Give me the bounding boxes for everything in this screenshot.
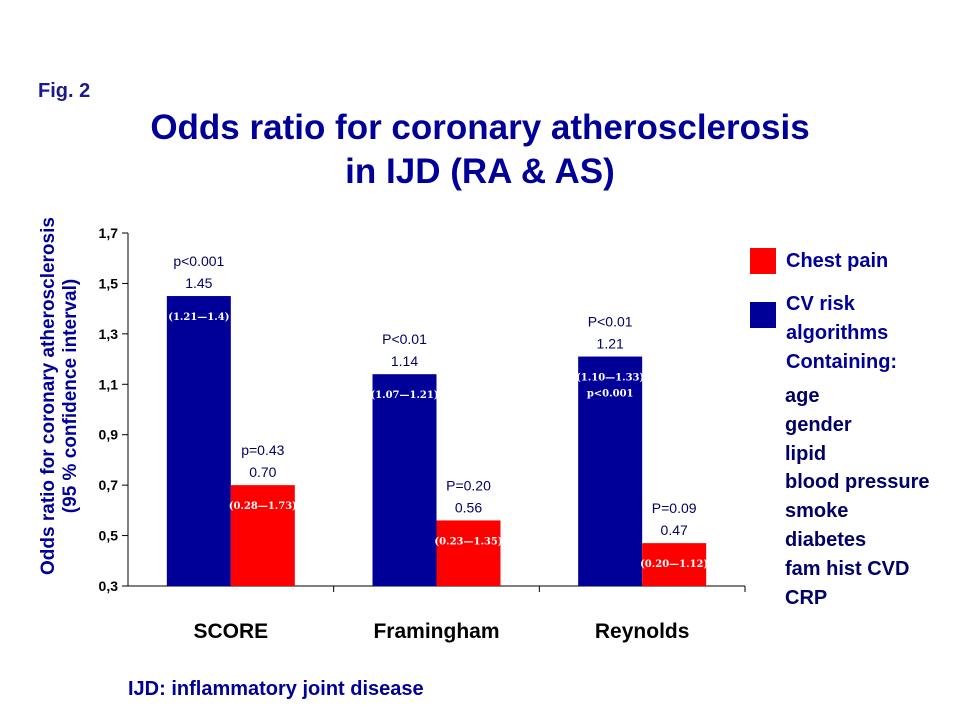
risk-factor-item: fam hist CVD xyxy=(785,558,910,580)
bar-ci-label: (1.21—1.4) xyxy=(168,312,229,323)
x-category-label: SCORE xyxy=(193,620,268,643)
risk-factor-item: blood pressure xyxy=(785,471,930,493)
risk-factor-item: gender xyxy=(785,414,852,436)
y-tick-label: 1,3 xyxy=(99,326,119,342)
bar-value-label: 0.56 xyxy=(455,499,482,515)
bar-ci-label: (0.20—1.12) xyxy=(640,559,708,570)
figure-label: Fig. 2 xyxy=(38,80,91,102)
bar-value-label: 0.47 xyxy=(661,522,688,538)
x-category-label: Framingham xyxy=(373,620,499,643)
bar xyxy=(436,520,501,586)
bar-p-value-label: p=0.43 xyxy=(241,442,284,458)
risk-factor-item: CRP xyxy=(785,587,828,609)
bar-value-label: 1.14 xyxy=(391,353,418,369)
chart-title-line-1: Odds ratio for coronary atherosclerosis xyxy=(150,108,810,147)
bar xyxy=(578,356,643,586)
y-tick-label: 0,3 xyxy=(99,578,119,594)
footnote: IJD: inflammatory joint disease xyxy=(128,678,424,700)
bar-ci-label: (0.28—1.73) xyxy=(229,501,297,512)
bar xyxy=(642,543,707,586)
legend-cv-line-2: algorithms xyxy=(786,322,889,344)
risk-factor-item: smoke xyxy=(785,500,849,522)
risk-factor-item: lipid xyxy=(785,443,827,465)
y-tick-label: 0,9 xyxy=(99,427,119,443)
risk-factor-item: age xyxy=(785,385,820,407)
legend-cv-line-3: Containing: xyxy=(786,351,898,373)
y-tick-label: 1,1 xyxy=(99,376,119,392)
legend-label-chest-pain: Chest pain xyxy=(786,250,889,272)
bar-ci-label: (1.10—1.33) xyxy=(576,373,644,384)
y-tick-label: 0,5 xyxy=(99,528,119,544)
y-tick-label: 0,7 xyxy=(99,477,119,493)
legend-label-cv-risk: CV risk algorithms Containing: xyxy=(786,290,897,377)
bar xyxy=(166,296,231,586)
bar-p-value-label: P=0.20 xyxy=(446,477,491,493)
bar-p-value-label: p<0.001 xyxy=(173,253,224,269)
bar-extra-label: p<0.001 xyxy=(587,389,634,400)
legend-swatch-cv-risk xyxy=(750,302,776,328)
bar-value-label: 0.70 xyxy=(249,464,276,480)
y-tick-label: 1,7 xyxy=(99,225,119,241)
bar-p-value-label: P=0.09 xyxy=(652,500,697,516)
bar xyxy=(372,374,437,586)
legend-cv-line-1: CV risk xyxy=(786,293,855,315)
bar-p-value-label: P<0.01 xyxy=(588,314,633,330)
legend-swatch-chest-pain xyxy=(750,248,776,274)
risk-factor-item: diabetes xyxy=(785,529,867,551)
bar-ci-label: (1.07—1.21) xyxy=(370,390,438,401)
bar xyxy=(230,485,295,586)
y-tick-label: 1,5 xyxy=(99,275,119,291)
chart-title: Odds ratio for coronary atherosclerosis … xyxy=(80,106,880,194)
bar-value-label: 1.21 xyxy=(597,336,624,352)
bar-p-value-label: P<0.01 xyxy=(382,331,427,347)
x-category-label: Reynolds xyxy=(595,620,690,643)
chart-title-line-2: in IJD (RA & AS) xyxy=(345,152,615,191)
bar-ci-label: (0.23—1.35) xyxy=(434,536,502,547)
bar-value-label: 1.45 xyxy=(185,275,212,291)
